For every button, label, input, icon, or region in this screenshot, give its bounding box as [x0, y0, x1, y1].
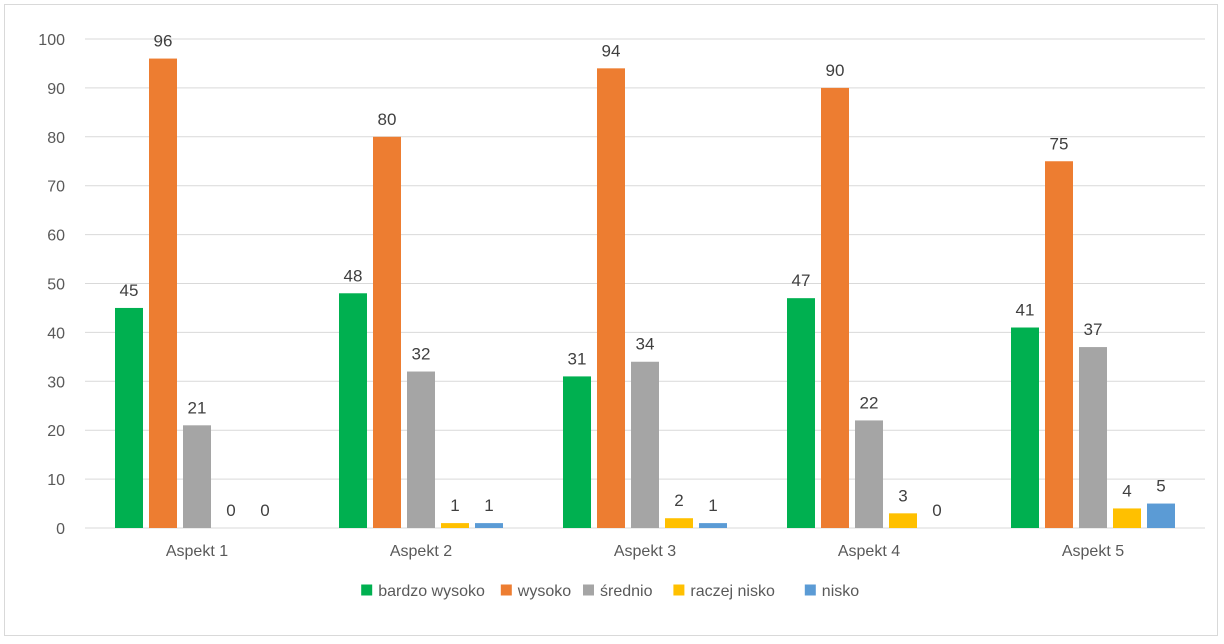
data-label: 47	[792, 271, 811, 290]
y-tick-label: 40	[47, 325, 65, 342]
legend-label: wysoko	[517, 583, 571, 600]
y-tick-label: 0	[56, 521, 65, 538]
category-label: Aspekt 5	[1062, 543, 1124, 560]
bar-5-5	[1147, 503, 1175, 528]
chart-frame: 0 10 20 30 40 50 60 70 80 90 100 45 96 21 0 0 48 80 32 1 1 3…	[4, 4, 1218, 636]
data-label: 45	[120, 281, 139, 300]
x-axis: Aspekt 1 Aspekt 2 Aspekt 3 Aspekt 4 Aspekt 5	[166, 543, 1124, 560]
bar-3-4	[855, 420, 883, 528]
bar-4-4	[889, 513, 917, 528]
bar-5-2	[475, 523, 503, 528]
legend-label: raczej nisko	[690, 583, 775, 600]
legend-label: nisko	[822, 583, 859, 600]
y-tick-label: 30	[47, 374, 65, 391]
bar-1-5	[1011, 327, 1039, 528]
bar-1-1	[115, 307, 143, 528]
bar-1-4	[787, 298, 815, 528]
y-tick-label: 80	[47, 130, 65, 147]
bars	[115, 58, 1175, 529]
data-label: 48	[344, 266, 363, 285]
legend: bardzo wysoko wysoko średnio raczej nisko ni…	[361, 583, 859, 600]
data-label: 80	[378, 110, 397, 129]
data-label: 34	[636, 335, 655, 354]
bar-2-1	[149, 58, 177, 529]
bar-5-3	[699, 523, 727, 528]
category-label: Aspekt 1	[166, 543, 228, 560]
bar-3-1	[183, 425, 211, 528]
y-tick-label: 50	[47, 277, 65, 294]
data-label: 0	[226, 501, 235, 520]
category-label: Aspekt 2	[390, 543, 452, 560]
bar-1-2	[339, 293, 367, 528]
data-label: 41	[1016, 301, 1035, 320]
data-label: 5	[1156, 477, 1165, 496]
data-label: 96	[154, 32, 173, 51]
y-tick-label: 100	[38, 32, 65, 49]
bar-4-2	[441, 523, 469, 528]
data-label: 32	[412, 345, 431, 364]
y-tick-label: 20	[47, 423, 65, 440]
legend-label: bardzo wysoko	[378, 583, 485, 600]
legend-swatch-2	[500, 584, 512, 596]
data-label: 0	[260, 501, 269, 520]
legend-swatch-4	[673, 584, 685, 596]
gridlines	[85, 38, 1205, 529]
data-label: 1	[708, 496, 717, 515]
bar-3-2	[407, 371, 435, 528]
data-label: 37	[1084, 320, 1103, 339]
data-label: 21	[188, 398, 207, 417]
data-label: 4	[1122, 481, 1131, 500]
data-label: 0	[932, 501, 941, 520]
data-label: 2	[674, 491, 683, 510]
bar-1-3	[563, 376, 591, 528]
y-tick-label: 10	[47, 472, 65, 489]
bar-2-4	[821, 87, 849, 529]
bar-3-5	[1079, 347, 1107, 528]
legend-label: średnio	[600, 583, 653, 600]
bar-4-5	[1113, 508, 1141, 528]
bar-2-2	[373, 136, 401, 529]
data-label: 3	[898, 486, 907, 505]
data-label: 75	[1050, 134, 1069, 153]
data-label: 31	[568, 349, 587, 368]
category-label: Aspekt 4	[838, 543, 900, 560]
data-label: 22	[860, 393, 879, 412]
y-tick-label: 60	[47, 228, 65, 245]
bar-2-5	[1045, 161, 1073, 528]
legend-swatch-1	[361, 584, 373, 596]
y-tick-label: 70	[47, 179, 65, 196]
category-label: Aspekt 3	[614, 543, 676, 560]
legend-swatch-3	[583, 584, 594, 596]
y-axis: 0 10 20 30 40 50 60 70 80 90 100	[38, 32, 65, 538]
data-label: 90	[826, 61, 845, 80]
data-label: 94	[602, 41, 621, 60]
bar-4-3	[665, 518, 693, 528]
bar-2-3	[597, 68, 625, 528]
legend-swatch-5	[804, 584, 816, 596]
data-label: 1	[450, 496, 459, 515]
data-label: 1	[484, 496, 493, 515]
bar-3-3	[631, 361, 659, 528]
y-tick-label: 90	[47, 81, 65, 98]
